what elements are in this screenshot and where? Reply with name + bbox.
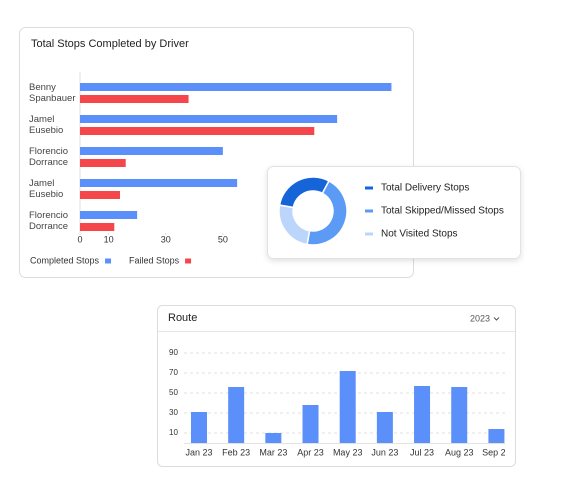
y-tick-label: Florencio Dorrance (29, 210, 69, 232)
bar (451, 387, 468, 443)
legend-swatch (365, 186, 373, 190)
x-tick-label: Feb 23 (222, 447, 250, 457)
y-tick-label: 90 (169, 348, 178, 357)
bar (414, 386, 431, 443)
legend-swatch (185, 258, 192, 264)
bar (80, 211, 138, 219)
bar (339, 371, 356, 443)
legend-swatch (365, 209, 373, 213)
legend-swatch (105, 258, 112, 264)
x-tick-label: 0 (77, 234, 82, 244)
x-tick-label: Mar 23 (259, 447, 287, 457)
bar (80, 83, 392, 91)
y-tick-label: Florencio Dorrance (29, 146, 69, 168)
category-label: Benny Spanbauer (29, 82, 76, 104)
bar (80, 179, 238, 187)
y-tick-label: 70 (169, 368, 178, 377)
year-selector[interactable]: 2023 (470, 313, 490, 323)
legend-swatch (365, 232, 373, 236)
x-tick-label: Sep 23 (482, 447, 511, 457)
x-tick-label: Aug 23 (445, 447, 474, 457)
bar (302, 405, 319, 443)
x-tick-label: Jan 23 (185, 447, 212, 457)
y-tick-label: Benny Spanbauer (29, 82, 76, 104)
x-tick-label: Jun 23 (371, 447, 398, 457)
bar (80, 223, 115, 231)
bar (228, 387, 245, 443)
legend-label: Total Skipped/Missed Stops (381, 206, 504, 217)
bar (80, 95, 189, 103)
legend-label: Completed Stops (30, 255, 100, 265)
bar (80, 159, 126, 167)
bar (80, 127, 315, 135)
x-tick-label: Jul 23 (410, 447, 434, 457)
category-label: Jamel Eusebio (29, 114, 64, 136)
bar (80, 147, 223, 155)
y-tick-label: 50 (169, 388, 178, 397)
bar (80, 191, 120, 199)
legend-label: Failed Stops (129, 255, 180, 265)
y-tick-label: 30 (169, 408, 178, 417)
route-card: Route 2023 10 30 50 70 90 Jan 23 Feb 23 Mar 23 A… (157, 305, 516, 467)
y-tick-label: Jamel Eusebio (29, 114, 64, 136)
legend-label: Not Visited Stops (381, 229, 458, 240)
x-tick-label: 30 (161, 234, 171, 244)
x-labels: Jan 23 Feb 23 Mar 23 Apr 23 May 23 Jun 23 Jul … (185, 447, 511, 457)
chart-title: Total Stops Completed by Driver (31, 38, 189, 50)
donut-slice (278, 204, 311, 246)
x-tick-label: 50 (218, 234, 228, 244)
category-label: Florencio Dorrance (29, 146, 69, 168)
chevron[interactable] (493, 317, 500, 321)
bar (265, 433, 282, 443)
legend-label: Total Delivery Stops (381, 183, 469, 194)
x-tick-label: 10 (104, 234, 114, 244)
y-tick-label: 10 (169, 428, 178, 437)
bar (488, 429, 505, 443)
x-tick-label: May 23 (333, 447, 363, 457)
bar (80, 115, 338, 123)
category-label: Florencio Dorrance (29, 210, 69, 232)
chart-title: Route (168, 312, 197, 324)
donut-card: Total Delivery Stops Total Skipped/Missed… (267, 166, 521, 259)
x-tick-label: Apr 23 (297, 447, 324, 457)
category-label: Jamel Eusebio (29, 178, 64, 200)
y-tick-label: Jamel Eusebio (29, 178, 64, 200)
bar (190, 412, 207, 443)
bar (376, 412, 393, 443)
